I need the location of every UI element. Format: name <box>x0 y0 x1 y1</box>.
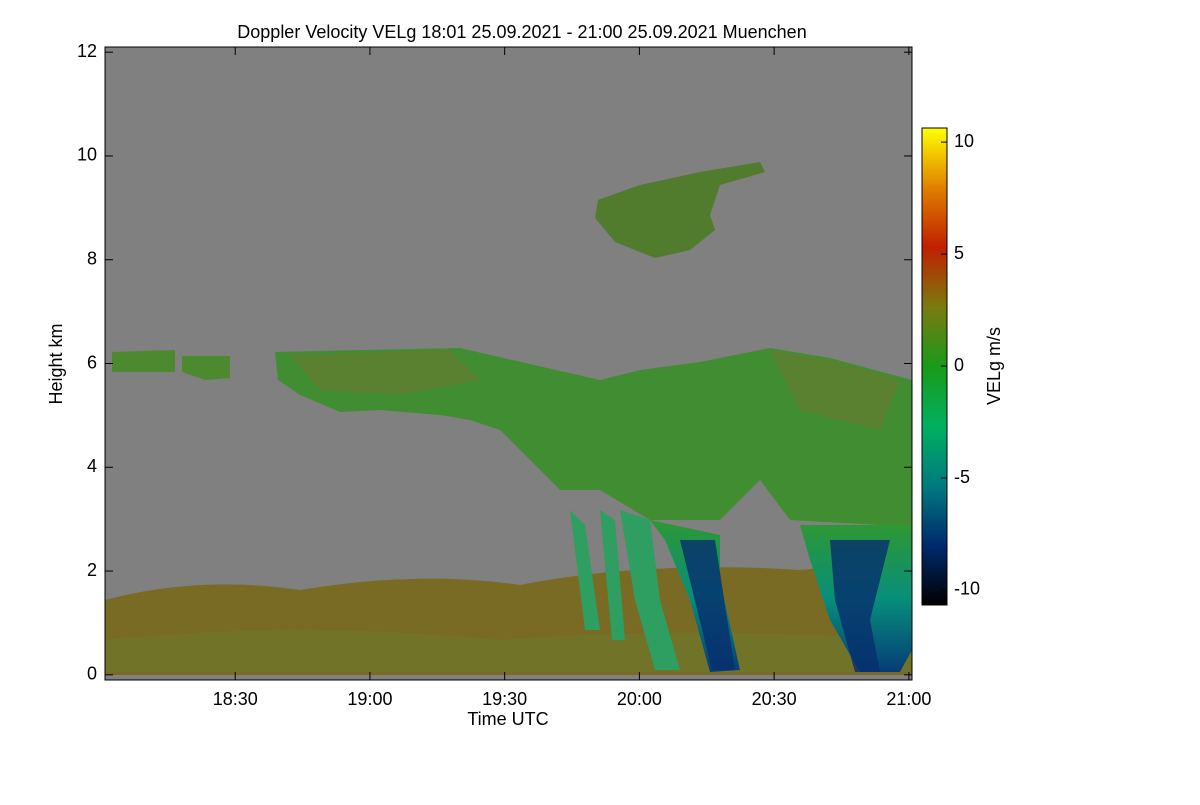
echo-field <box>105 162 912 675</box>
cirrus <box>595 162 765 258</box>
x-tick-label: 19:00 <box>347 689 392 709</box>
cloud-layer <box>290 350 900 430</box>
colorbar-tick-label: -10 <box>954 579 980 599</box>
y-tick-label: 12 <box>77 41 97 61</box>
y-tick-label: 10 <box>77 145 97 165</box>
y-tick-label: 2 <box>87 560 97 580</box>
colorbar-tick-label: 10 <box>954 131 974 151</box>
colorbar-label: VELg m/s <box>984 327 1004 405</box>
y-axis-label: Height km <box>46 323 66 404</box>
y-tick-label: 6 <box>87 352 97 372</box>
x-tick-label: 20:00 <box>617 689 662 709</box>
cloud-layer <box>275 348 912 530</box>
x-tick-label: 21:00 <box>886 689 931 709</box>
x-tick-label: 19:30 <box>482 689 527 709</box>
colorbar-tick-label: 0 <box>954 355 964 375</box>
y-tick-label: 8 <box>87 248 97 268</box>
fall-streak <box>570 510 680 670</box>
colorbar-tick-label: 5 <box>954 243 964 263</box>
y-tick-label: 0 <box>87 664 97 684</box>
cloud-layer <box>112 350 230 380</box>
x-axis-label: Time UTC <box>467 709 548 729</box>
x-tick-label: 20:30 <box>752 689 797 709</box>
x-tick-label: 18:30 <box>213 689 258 709</box>
chart-title: Doppler Velocity VELg 18:01 25.09.2021 -… <box>237 22 806 42</box>
colorbar-tick-label: -5 <box>954 467 970 487</box>
fall-streak <box>680 540 890 672</box>
y-tick-label: 4 <box>87 456 97 476</box>
